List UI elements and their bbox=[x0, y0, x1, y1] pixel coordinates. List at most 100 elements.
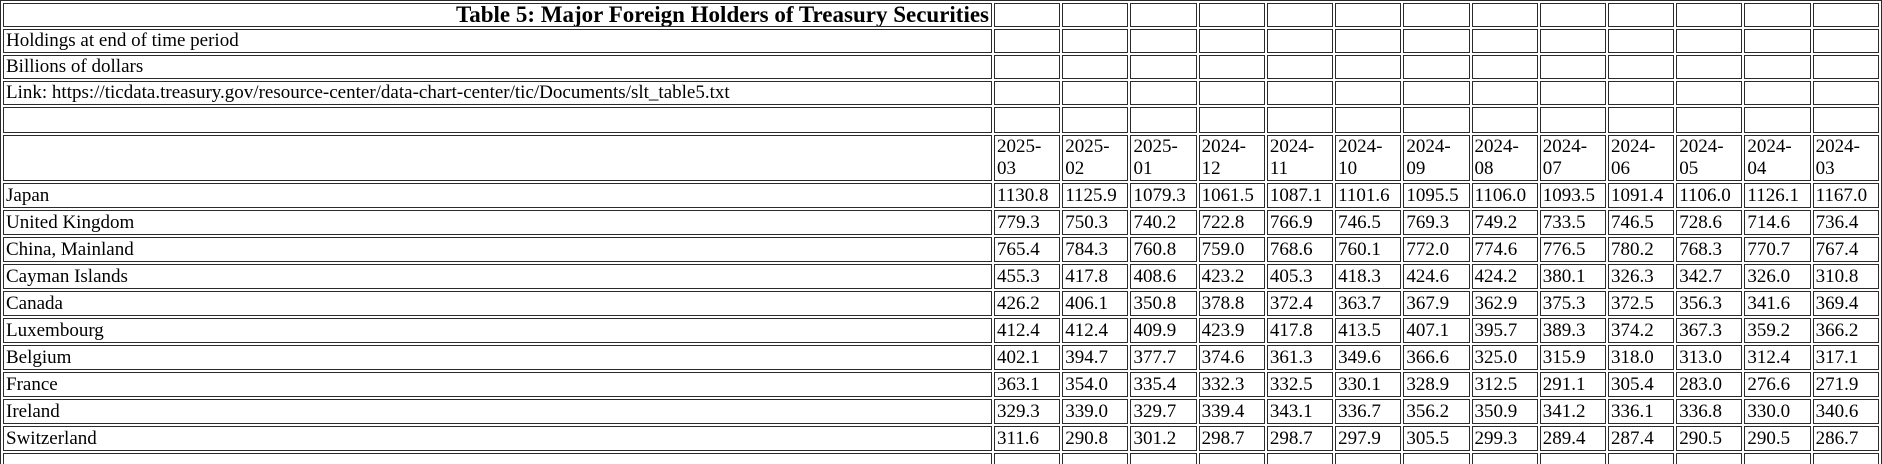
value-cell: 297.9 bbox=[1335, 426, 1402, 451]
value-cell: 298.7 bbox=[1198, 426, 1265, 451]
empty-cell bbox=[994, 29, 1061, 53]
value-cell: 329.7 bbox=[1130, 399, 1197, 424]
value-cell: 286.7 bbox=[1812, 426, 1879, 451]
value-cell: 361.3 bbox=[1266, 345, 1334, 370]
value-cell: 287.4 bbox=[1607, 426, 1675, 451]
empty-cell bbox=[1744, 81, 1811, 105]
value-cell: 759.0 bbox=[1198, 237, 1265, 262]
empty-cell bbox=[1676, 453, 1743, 464]
empty-cell bbox=[1744, 3, 1811, 27]
empty-cell bbox=[1812, 81, 1879, 105]
value-cell: 405.3 bbox=[1266, 264, 1334, 289]
data-row: Luxembourg 412.4 412.4 409.9 423.9 417.8 413.5… bbox=[3, 318, 1879, 343]
value-cell: 1130.8 bbox=[994, 183, 1061, 208]
value-cell: 1125.9 bbox=[1062, 183, 1129, 208]
value-cell: 299.3 bbox=[1471, 426, 1538, 451]
empty-cell bbox=[1266, 55, 1334, 79]
column-header: 2024-10 bbox=[1335, 135, 1402, 181]
value-cell: 768.3 bbox=[1676, 237, 1743, 262]
row-label: Ireland bbox=[3, 399, 992, 424]
empty-cell bbox=[994, 3, 1061, 27]
value-cell: 325.0 bbox=[1471, 345, 1538, 370]
value-cell: 424.2 bbox=[1471, 264, 1538, 289]
data-row: Switzerland 311.6 290.8 301.2 298.7 298.7 297.… bbox=[3, 426, 1879, 451]
empty-cell bbox=[1403, 453, 1470, 464]
value-cell: 290.5 bbox=[1676, 426, 1743, 451]
value-cell: 423.9 bbox=[1198, 318, 1265, 343]
value-cell: 339.0 bbox=[1062, 399, 1129, 424]
value-cell: 417.8 bbox=[1062, 264, 1129, 289]
empty-cell bbox=[1130, 55, 1197, 79]
value-cell: 366.2 bbox=[1812, 318, 1879, 343]
value-cell: 1087.1 bbox=[1266, 183, 1334, 208]
empty-cell bbox=[1335, 453, 1402, 464]
empty-cell bbox=[1130, 81, 1197, 105]
value-cell: 1167.0 bbox=[1812, 183, 1879, 208]
value-cell: 412.4 bbox=[1062, 318, 1129, 343]
table-title: Table 5: Major Foreign Holders of Treasu… bbox=[3, 3, 992, 27]
empty-cell bbox=[1335, 55, 1402, 79]
value-cell: 714.6 bbox=[1744, 210, 1811, 235]
value-cell: 356.3 bbox=[1676, 291, 1743, 316]
empty-cell bbox=[1676, 107, 1743, 133]
row-label: Switzerland bbox=[3, 426, 992, 451]
column-header: 2024-12 bbox=[1198, 135, 1265, 181]
empty-cell bbox=[1130, 3, 1197, 27]
value-cell: 1095.5 bbox=[1403, 183, 1470, 208]
value-cell: 305.5 bbox=[1403, 426, 1470, 451]
empty-cell bbox=[994, 81, 1061, 105]
value-cell: 367.9 bbox=[1403, 291, 1470, 316]
value-cell: 1093.5 bbox=[1539, 183, 1606, 208]
empty-cell bbox=[1744, 55, 1811, 79]
value-cell: 418.3 bbox=[1335, 264, 1402, 289]
value-cell: 426.2 bbox=[994, 291, 1061, 316]
column-header: 2024-11 bbox=[1266, 135, 1334, 181]
empty-cell bbox=[1335, 81, 1402, 105]
value-cell: 350.9 bbox=[1471, 399, 1538, 424]
value-cell: 776.5 bbox=[1539, 237, 1606, 262]
empty-cell bbox=[1062, 3, 1129, 27]
empty-cell bbox=[1812, 3, 1879, 27]
empty-cell bbox=[1539, 453, 1606, 464]
empty-cell bbox=[1130, 107, 1197, 133]
value-cell: 315.9 bbox=[1539, 345, 1606, 370]
value-cell: 289.4 bbox=[1539, 426, 1606, 451]
data-row: Japan 1130.8 1125.9 1079.3 1061.5 1087.1 1101.… bbox=[3, 183, 1879, 208]
value-cell: 1061.5 bbox=[1198, 183, 1265, 208]
empty-cell bbox=[1607, 55, 1675, 79]
empty-cell bbox=[1812, 55, 1879, 79]
value-cell: 1079.3 bbox=[1130, 183, 1197, 208]
empty-cell bbox=[1403, 107, 1470, 133]
value-cell: 335.4 bbox=[1130, 372, 1197, 397]
data-row: China, Mainland 765.4 784.3 760.8 759.0 768.6… bbox=[3, 237, 1879, 262]
empty-cell bbox=[1539, 3, 1606, 27]
value-cell: 779.3 bbox=[994, 210, 1061, 235]
empty-cell bbox=[1335, 107, 1402, 133]
empty-cell bbox=[1471, 3, 1538, 27]
empty-cell bbox=[1062, 81, 1129, 105]
value-cell: 326.0 bbox=[1744, 264, 1811, 289]
empty-cell bbox=[994, 107, 1061, 133]
value-cell: 784.3 bbox=[1062, 237, 1129, 262]
value-cell: 1091.4 bbox=[1607, 183, 1675, 208]
value-cell: 728.6 bbox=[1676, 210, 1743, 235]
value-cell: 1126.1 bbox=[1744, 183, 1811, 208]
value-cell: 341.2 bbox=[1539, 399, 1606, 424]
column-header: 2024-07 bbox=[1539, 135, 1606, 181]
value-cell: 336.8 bbox=[1676, 399, 1743, 424]
value-cell: 336.7 bbox=[1335, 399, 1402, 424]
empty-cell bbox=[1607, 81, 1675, 105]
empty-cell bbox=[1471, 55, 1538, 79]
value-cell: 374.6 bbox=[1198, 345, 1265, 370]
empty-cell bbox=[1266, 81, 1334, 105]
empty-cell bbox=[1812, 107, 1879, 133]
value-cell: 767.4 bbox=[1812, 237, 1879, 262]
value-cell: 380.1 bbox=[1539, 264, 1606, 289]
row-label: Japan bbox=[3, 183, 992, 208]
row-label: United Kingdom bbox=[3, 210, 992, 235]
empty-cell bbox=[3, 107, 992, 133]
value-cell: 740.2 bbox=[1130, 210, 1197, 235]
table-body: Table 5: Major Foreign Holders of Treasu… bbox=[3, 3, 1879, 464]
value-cell: 749.2 bbox=[1471, 210, 1538, 235]
